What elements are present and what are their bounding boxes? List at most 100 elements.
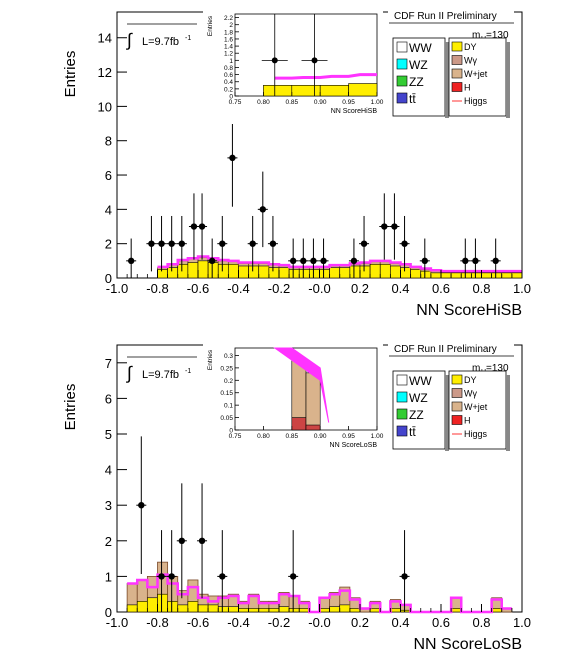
dy-bar xyxy=(167,267,179,279)
dy-bar xyxy=(187,262,199,279)
inset-y-axis-label: Entries xyxy=(207,15,214,36)
data-point xyxy=(492,257,499,265)
legend-label: DY xyxy=(464,42,477,52)
dy-bar xyxy=(126,604,138,613)
data-point xyxy=(198,537,206,544)
dy-bar xyxy=(379,263,391,279)
x-tick-label: -0.6 xyxy=(187,281,209,296)
dy-bar xyxy=(339,267,351,279)
dy-bar xyxy=(400,267,411,279)
dy-bar xyxy=(460,272,472,279)
legend-label: WW xyxy=(409,41,432,55)
inset-y-tick-label: 2 xyxy=(229,22,233,29)
data-point xyxy=(472,257,479,265)
inset-y-tick-label: 0.2 xyxy=(224,86,233,93)
x-tick-label: -0.8 xyxy=(146,615,168,630)
dy-bar xyxy=(369,608,381,613)
inset-data-point xyxy=(271,57,278,64)
legend-swatch xyxy=(451,401,463,412)
inset-h-bar xyxy=(291,417,307,431)
x-tick-label: 0.4 xyxy=(391,615,409,630)
x-tick-label: 0.8 xyxy=(472,281,490,296)
legend-swatch xyxy=(451,374,463,385)
y-tick-label: 12 xyxy=(98,65,112,80)
lumi-label: L=9.7fb xyxy=(142,36,179,48)
dy-bar xyxy=(481,272,492,279)
data-point xyxy=(391,223,398,230)
y-tick-label: 5 xyxy=(105,427,112,442)
inset-h-bar xyxy=(305,424,321,431)
dy-bar xyxy=(319,269,330,279)
y-tick-label: 3 xyxy=(105,498,112,513)
data-point xyxy=(401,573,408,580)
inset-higgs-band xyxy=(273,347,330,423)
dy-bar xyxy=(217,606,229,613)
legend-label: DY xyxy=(464,375,477,385)
dy-bar xyxy=(228,606,239,613)
legend-swatch xyxy=(451,55,463,65)
legend-label: tt̄ xyxy=(409,92,416,106)
y-tick-label: 14 xyxy=(98,31,112,46)
legend-label: W+jet xyxy=(464,69,488,79)
dy-bar xyxy=(248,265,260,279)
x-tick-label: 0.2 xyxy=(351,615,369,630)
dy-bar xyxy=(349,265,361,279)
dy-bar xyxy=(207,604,219,613)
dy-bar xyxy=(359,265,371,279)
dy-bar xyxy=(339,604,351,613)
inset-x-tick-label: 0.85 xyxy=(285,99,298,106)
legend-right-shadow xyxy=(506,375,510,451)
inset-y-tick-label: 1 xyxy=(229,58,233,65)
x-tick-label: 0.6 xyxy=(432,281,450,296)
dy-bar xyxy=(511,272,523,279)
data-point xyxy=(350,257,358,265)
x-tick-label: -0.8 xyxy=(146,281,168,296)
legend-label: Higgs xyxy=(464,429,488,439)
dy-bar xyxy=(228,263,239,279)
inset-y-tick-label: 1.6 xyxy=(224,36,233,43)
dy-bar xyxy=(298,608,310,613)
dy-bar xyxy=(410,269,422,279)
y-tick-label: 10 xyxy=(98,99,112,114)
dy-bar xyxy=(136,601,148,613)
dy-bar xyxy=(177,263,189,279)
legend-label: tt̄ xyxy=(409,425,416,439)
inset-plot: 0.75 0.80 0.85 0.90 0.95 1.00 0 0.05 0.1 0.15 0.2 0… xyxy=(203,344,384,458)
dy-bar xyxy=(319,608,330,613)
lumi-sup: -1 xyxy=(185,368,191,375)
mass-value: =130 xyxy=(486,363,509,374)
inset-y-tick-label: 1.4 xyxy=(224,44,233,51)
legend-left-shadow xyxy=(445,42,449,118)
dy-bar xyxy=(248,608,260,613)
legend-swatch xyxy=(396,41,408,53)
inset-x-tick-label: 0.80 xyxy=(257,433,270,440)
dy-bar xyxy=(167,601,179,613)
dy-bar xyxy=(430,272,442,279)
inset-dy-bar xyxy=(348,83,378,97)
y-tick-label: 6 xyxy=(105,391,112,406)
x-tick-label: -1.0 xyxy=(106,281,128,296)
dy-bar xyxy=(197,604,209,613)
data-point xyxy=(190,223,198,230)
dy-bar xyxy=(420,270,432,279)
dy-bar xyxy=(187,601,199,613)
dy-bar xyxy=(450,608,462,613)
x-tick-label: -0.4 xyxy=(227,615,249,630)
legend-label: H xyxy=(464,416,471,426)
x-tick-label: 0.4 xyxy=(391,281,409,296)
inset-x-tick-label: 1.00 xyxy=(371,433,384,440)
inset-x-axis-label: NN ScoreHiSB xyxy=(331,108,378,115)
legend-label: Wγ xyxy=(464,56,477,66)
dy-bar xyxy=(491,608,503,613)
x-tick-label: -0.2 xyxy=(268,615,290,630)
dy-bar xyxy=(450,272,462,279)
data-point xyxy=(310,257,317,265)
data-point xyxy=(168,573,175,580)
legend-swatch xyxy=(451,388,463,398)
legend-swatch xyxy=(451,82,463,92)
lumi-sup: -1 xyxy=(185,35,191,42)
data-point xyxy=(269,240,277,247)
y-axis-label: Entries xyxy=(62,384,79,431)
data-point xyxy=(158,240,165,247)
